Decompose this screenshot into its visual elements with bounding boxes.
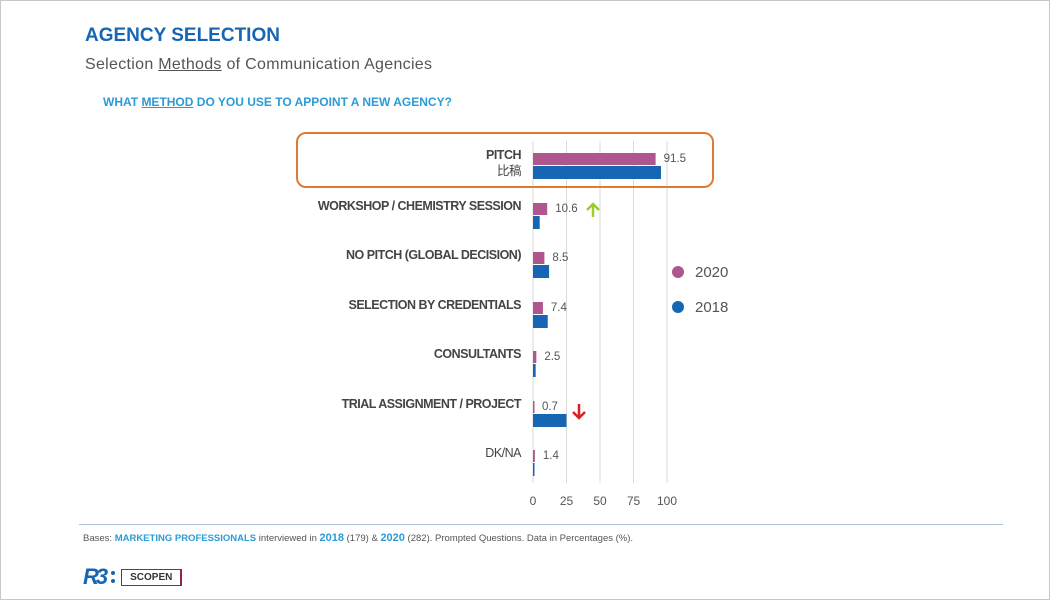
data-label: 91.5 bbox=[664, 153, 686, 165]
legend-marker bbox=[672, 266, 684, 278]
subtitle-text: of Communication Agencies bbox=[221, 56, 433, 73]
up-arrow-icon bbox=[586, 202, 600, 217]
footer-text: interviewed in bbox=[256, 533, 320, 544]
question-text: DO YOU USE TO APPOINT A NEW AGENCY? bbox=[193, 95, 452, 109]
category-label: TRIAL ASSIGNMENT / PROJECT bbox=[342, 397, 522, 411]
bar-2020 bbox=[533, 351, 537, 363]
logo: R3 SCOPEN bbox=[83, 564, 183, 590]
category-label: PITCH bbox=[486, 148, 521, 162]
x-tick-label: 75 bbox=[627, 494, 641, 508]
footer-text: (179) & bbox=[344, 533, 381, 544]
x-tick-label: 50 bbox=[593, 494, 607, 508]
footer-text: (282). Prompted Questions. Data in Perce… bbox=[404, 533, 634, 544]
bar-2018 bbox=[533, 265, 550, 278]
logo-dots bbox=[111, 569, 116, 585]
divider bbox=[79, 524, 1003, 525]
legend-label: 2020 bbox=[695, 264, 728, 281]
category-label: DK/NA bbox=[485, 446, 522, 460]
category-label: CONSULTANTS bbox=[434, 347, 521, 361]
footer-year: 2020 bbox=[380, 532, 405, 544]
data-label: 7.4 bbox=[551, 302, 568, 314]
subtitle: Selection Methods of Communication Agenc… bbox=[85, 56, 432, 74]
footer-text: Bases: bbox=[83, 533, 115, 544]
footer-note: Bases: MARKETING PROFESSIONALS interview… bbox=[83, 532, 633, 544]
highlight-box bbox=[296, 132, 714, 188]
category-label: WORKSHOP / CHEMISTRY SESSION bbox=[318, 199, 522, 213]
data-label: 2.5 bbox=[544, 351, 560, 363]
x-tick-label: 100 bbox=[657, 494, 677, 508]
bar-2018 bbox=[533, 166, 661, 179]
bar-2020 bbox=[533, 153, 656, 165]
category-label: SELECTION BY CREDENTIALS bbox=[348, 298, 521, 312]
bar-2020 bbox=[533, 450, 535, 462]
down-arrow-icon bbox=[572, 404, 586, 420]
data-label: 1.4 bbox=[543, 450, 560, 462]
legend-label: 2018 bbox=[695, 299, 728, 316]
bar-2018 bbox=[533, 216, 540, 229]
bar-2018 bbox=[533, 463, 535, 476]
bar-2018 bbox=[533, 315, 548, 328]
page-title: AGENCY SELECTION bbox=[85, 25, 280, 46]
bar-2018 bbox=[533, 414, 567, 427]
subtitle-text: Selection bbox=[85, 56, 159, 73]
data-label: 8.5 bbox=[552, 252, 568, 264]
data-label: 10.6 bbox=[555, 203, 577, 215]
footer-group: MARKETING PROFESSIONALS bbox=[114, 533, 257, 544]
r3-logo: R3 bbox=[83, 564, 108, 589]
scopen-logo: SCOPEN bbox=[121, 568, 183, 586]
bar-2018 bbox=[533, 364, 536, 377]
x-tick-label: 0 bbox=[530, 494, 537, 508]
category-label: 比稿 bbox=[497, 163, 521, 178]
footer-year: 2018 bbox=[319, 532, 344, 544]
legend-marker bbox=[672, 301, 684, 313]
subtitle-underlined: Methods bbox=[158, 56, 222, 73]
bar-2020 bbox=[533, 203, 548, 215]
bar-2020 bbox=[533, 252, 545, 264]
category-label: NO PITCH (GLOBAL DECISION) bbox=[346, 248, 521, 262]
question: WHAT METHOD DO YOU USE TO APPOINT A NEW … bbox=[103, 95, 452, 109]
data-label: 0.7 bbox=[542, 401, 558, 413]
question-underlined: METHOD bbox=[141, 95, 194, 109]
x-tick-label: 25 bbox=[560, 494, 574, 508]
bar-2020 bbox=[533, 401, 535, 413]
question-text: WHAT bbox=[103, 95, 142, 109]
bar-2020 bbox=[533, 302, 543, 314]
